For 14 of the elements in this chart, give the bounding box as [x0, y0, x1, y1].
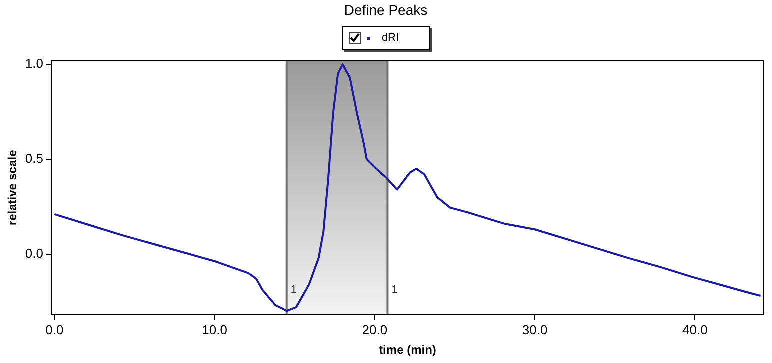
x-tick-label: 40.0 [682, 322, 708, 338]
x-tick-label: 0.0 [46, 322, 64, 338]
y-axis-title: relative scale [6, 150, 20, 226]
y-tick-label: 1.0 [25, 56, 44, 72]
legend-label: dRI [382, 32, 400, 44]
x-axis-title: time (min) [379, 343, 436, 358]
y-tick-label: 0.5 [25, 151, 44, 166]
band-label: 1 [290, 284, 297, 296]
x-tick-label: 20.0 [362, 322, 388, 338]
chart-title: Define Peaks [343, 1, 429, 20]
x-tick-label: 10.0 [202, 322, 228, 338]
text: 1 [392, 284, 398, 296]
y-tick-label: 0.0 [25, 246, 44, 261]
x-tick-label: 30.0 [522, 322, 548, 338]
